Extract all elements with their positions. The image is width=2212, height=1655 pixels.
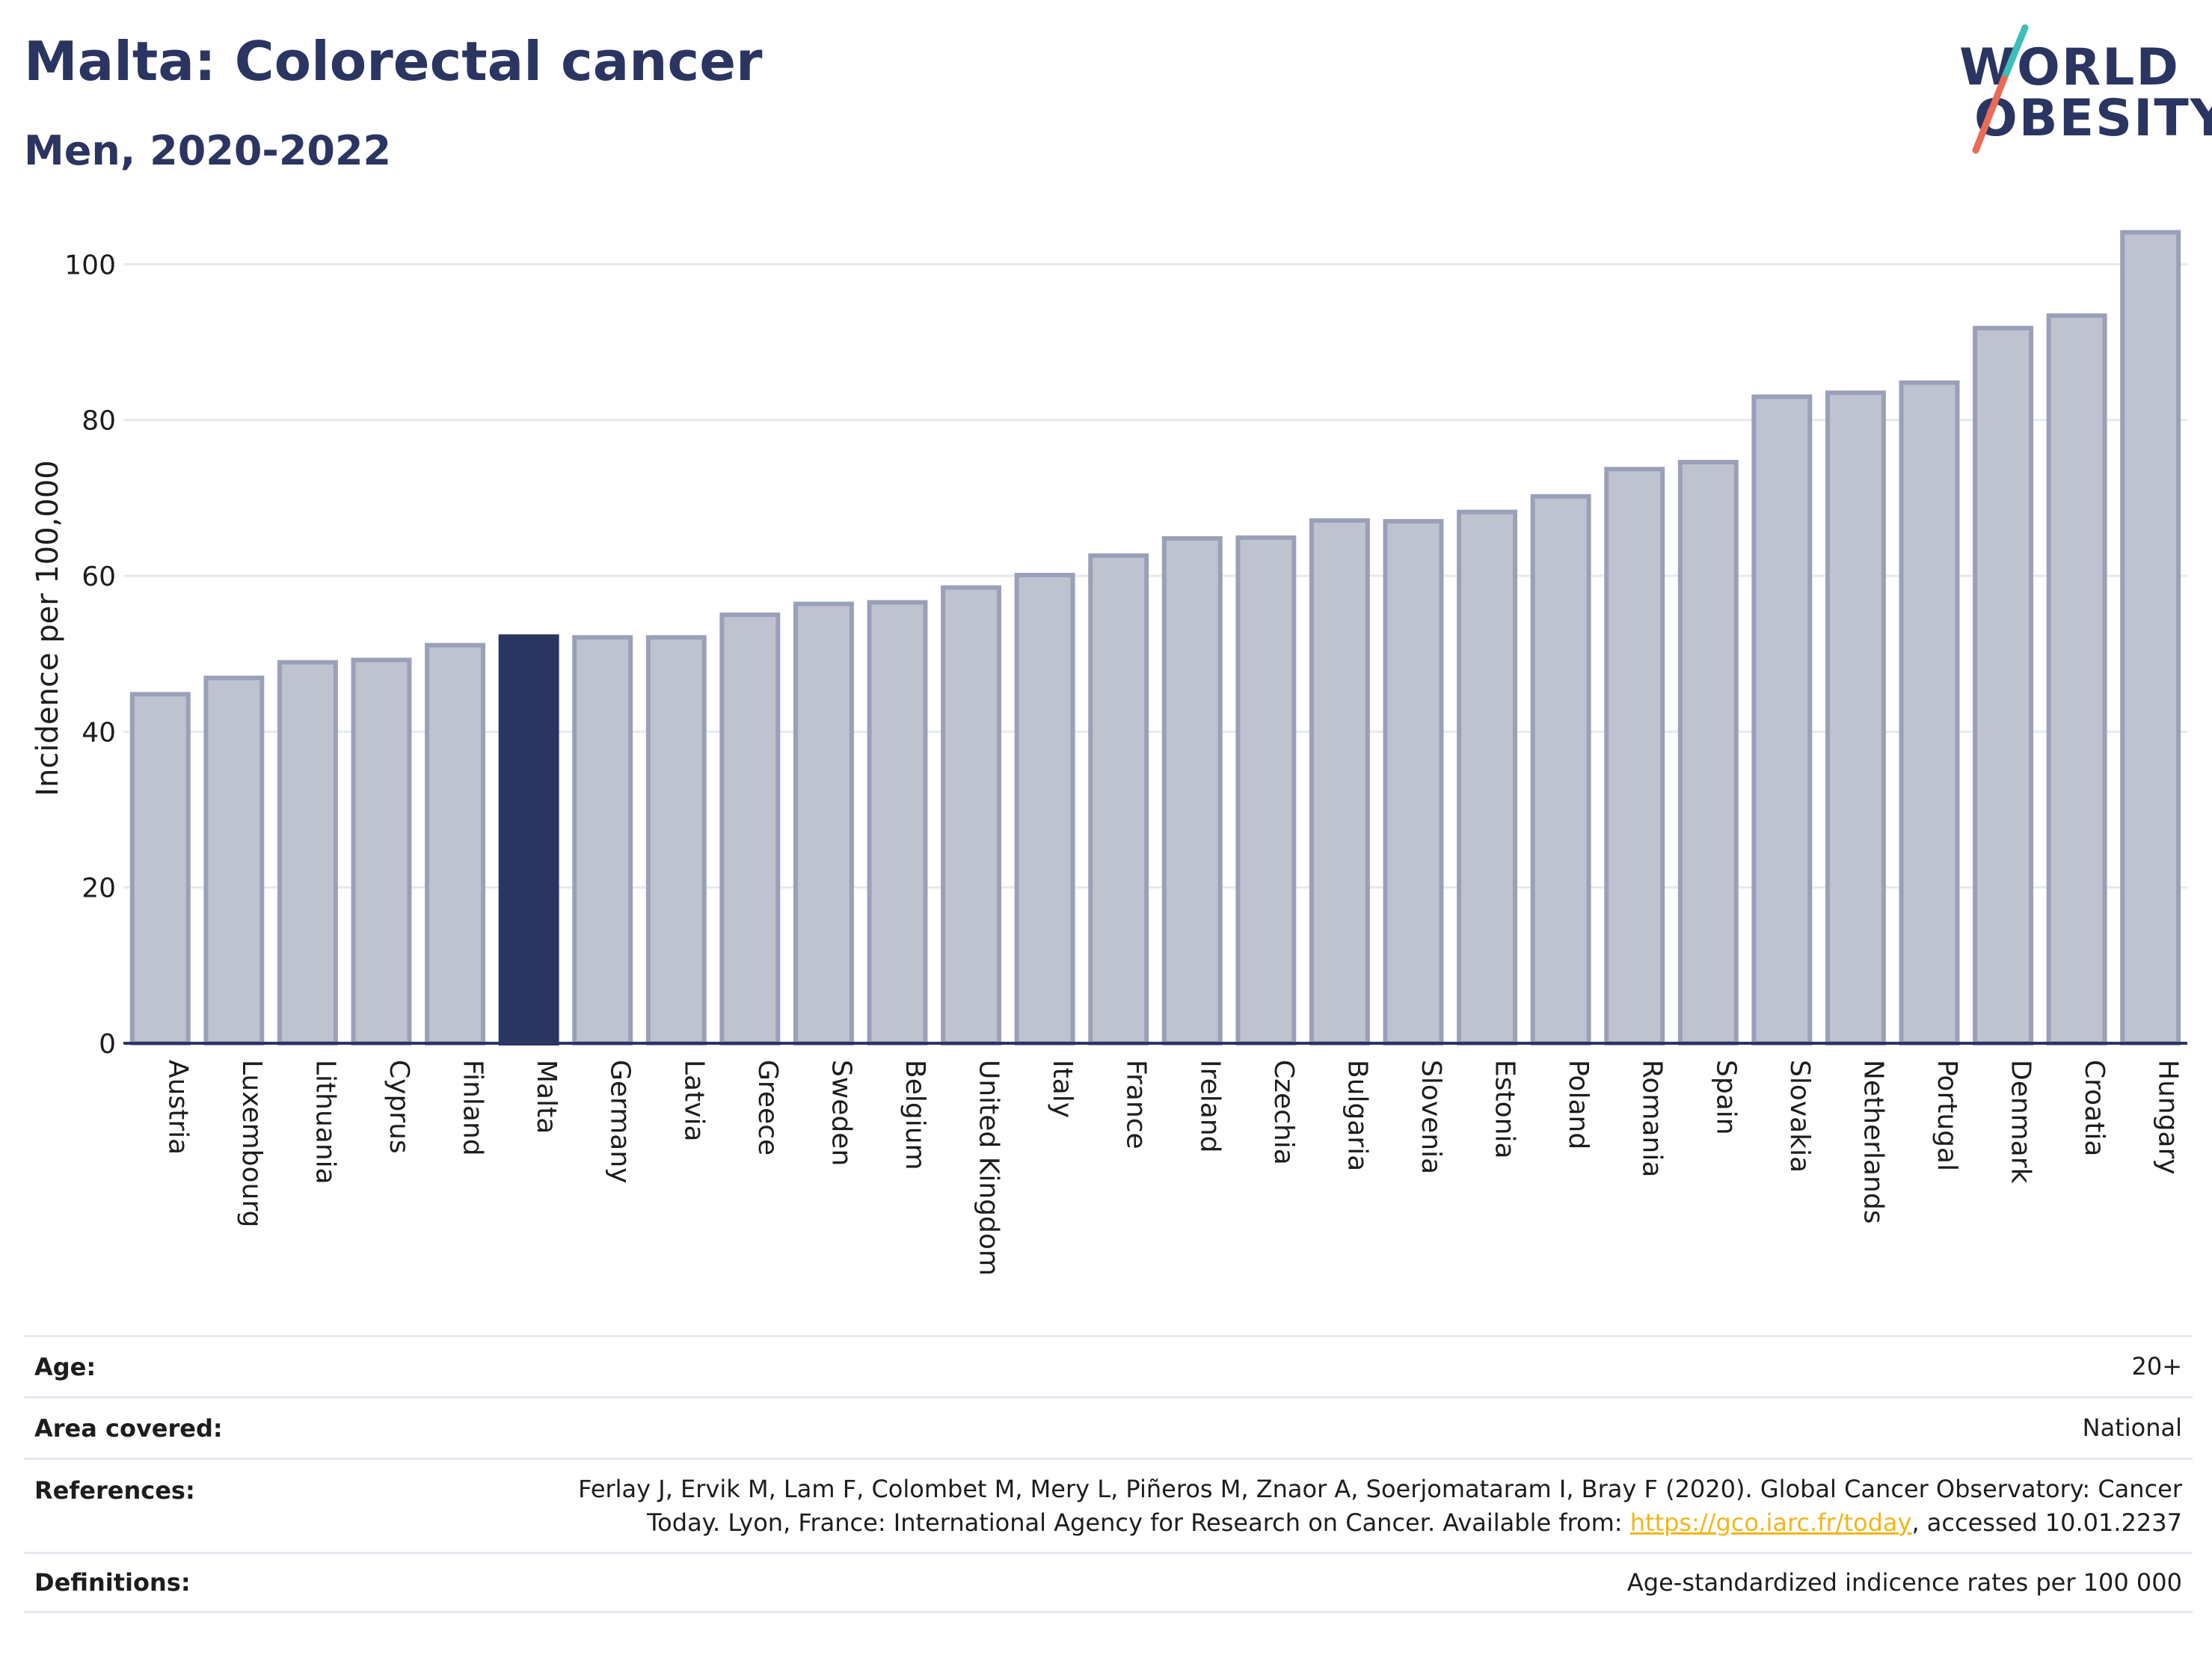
age-value: 20+ — [2131, 1352, 2182, 1381]
references-line1: Ferlay J, Ervik M, Lam F, Colombet M, Me… — [578, 1474, 2182, 1503]
y-tick-label: 80 — [82, 406, 116, 437]
bar-finland — [425, 642, 486, 1045]
x-tick-label: Germany — [605, 1060, 636, 1183]
x-tick-label: Estonia — [1490, 1060, 1520, 1159]
bar-belgium — [867, 600, 928, 1045]
bar-united-kingdom — [941, 585, 1002, 1045]
x-tick-label: Slovenia — [1416, 1060, 1446, 1174]
x-tick-label: Poland — [1563, 1060, 1594, 1149]
area-value: National — [2082, 1413, 2182, 1443]
x-tick-label: Denmark — [2006, 1060, 2036, 1184]
x-tick-label: Slovakia — [1784, 1060, 1815, 1173]
x-tick-label: United Kingdom — [974, 1060, 1004, 1276]
bar-austria — [129, 692, 191, 1045]
x-tick-label: Ireland — [1194, 1060, 1225, 1153]
x-tick-label: Sweden — [826, 1060, 856, 1166]
definitions-label: Definitions: — [34, 1568, 191, 1597]
x-tick-label: Luxembourg — [236, 1060, 267, 1227]
bar-latvia — [645, 635, 707, 1045]
y-tick-label: 40 — [82, 717, 116, 748]
bar-czechia — [1235, 535, 1297, 1045]
chart-title: Malta: Colorectal cancer — [24, 30, 763, 93]
definitions-value: Age-standardized indicence rates per 100… — [1626, 1568, 2182, 1597]
references-value: Ferlay J, Ervik M, Lam F, Colombet M, Me… — [578, 1473, 2182, 1540]
info-table: Age: 20+ Area covered: National Referenc… — [24, 1335, 2193, 1613]
logo-line2: OBESITY — [1974, 89, 2212, 148]
x-tick-label: Croatia — [2079, 1060, 2110, 1156]
bar-malta — [498, 634, 559, 1045]
bar-france — [1088, 553, 1149, 1045]
x-tick-label: Czechia — [1268, 1060, 1299, 1165]
x-tick-label: Netherlands — [1858, 1060, 1888, 1223]
x-tick-label: Romania — [1637, 1060, 1668, 1177]
x-tick-label: Bulgaria — [1342, 1060, 1372, 1171]
info-row-area: Area covered: National — [24, 1396, 2193, 1458]
bar-portugal — [1899, 380, 1960, 1045]
chart-subtitle: Men, 2020-2022 — [24, 127, 392, 174]
bar-slovakia — [1751, 394, 1813, 1045]
references-line2-post: , accessed 10.01.2237 — [1911, 1508, 2182, 1537]
bar-spain — [1677, 459, 1739, 1045]
x-tick-label: Latvia — [678, 1060, 709, 1142]
y-tick-label: 0 — [99, 1029, 116, 1060]
logo-line1: WORLD — [1959, 38, 2180, 97]
x-tick-label: Malta — [531, 1060, 562, 1134]
x-tick-label: Hungary — [2153, 1060, 2184, 1175]
bar-sweden — [793, 601, 854, 1045]
bar-bulgaria — [1309, 518, 1370, 1045]
bar-lithuania — [277, 660, 338, 1045]
bar-slovenia — [1383, 519, 1444, 1045]
bar-estonia — [1457, 509, 1518, 1045]
y-tick-label: 60 — [82, 562, 116, 592]
references-line2-pre: Today. Lyon, France: International Agenc… — [647, 1508, 1630, 1537]
x-tick-label: Austria — [162, 1060, 193, 1155]
x-tick-label: France — [1121, 1060, 1152, 1149]
x-tick-label: Italy — [1047, 1060, 1078, 1118]
bar-greece — [719, 612, 781, 1045]
bar-netherlands — [1825, 390, 1886, 1045]
info-row-age: Age: 20+ — [24, 1335, 2193, 1396]
bar-ireland — [1161, 536, 1223, 1045]
bar-denmark — [1973, 325, 2034, 1045]
y-tick-label: 20 — [82, 873, 116, 904]
y-tick-label: 100 — [64, 250, 116, 280]
bar-chart: 0 20 40 60 80 100 Austria Luxembourg Lithuania Cy… — [64, 230, 2187, 1276]
area-label: Area covered: — [34, 1413, 223, 1443]
x-tick-label: Finland — [458, 1060, 488, 1156]
info-row-definitions: Definitions: Age-standardized indicence … — [24, 1552, 2193, 1613]
x-tick-label: Lithuania — [310, 1060, 340, 1185]
bar-luxembourg — [203, 675, 265, 1045]
bar-poland — [1530, 494, 1591, 1045]
bar-hungary — [2120, 230, 2181, 1045]
world-obesity-logo: WORLD OBESITY — [1944, 19, 2212, 161]
x-tick-label: Portugal — [1932, 1060, 1962, 1171]
bar-germany — [572, 635, 633, 1045]
references-label: References: — [34, 1476, 195, 1505]
bar-italy — [1014, 572, 1075, 1045]
logo-slash-icon — [1972, 24, 2029, 154]
x-tick-label: Greece — [752, 1060, 783, 1155]
bar-romania — [1604, 467, 1665, 1045]
x-tick-label: Belgium — [900, 1060, 930, 1170]
bar-cyprus — [351, 657, 412, 1045]
bar-croatia — [2046, 313, 2107, 1046]
age-label: Age: — [34, 1352, 96, 1381]
references-link[interactable]: https://gco.iarc.fr/today — [1629, 1508, 1912, 1537]
x-tick-label: Cyprus — [384, 1060, 414, 1154]
info-row-references: References: Ferlay J, Ervik M, Lam F, Co… — [24, 1458, 2193, 1552]
x-tick-label: Spain — [1710, 1060, 1741, 1135]
